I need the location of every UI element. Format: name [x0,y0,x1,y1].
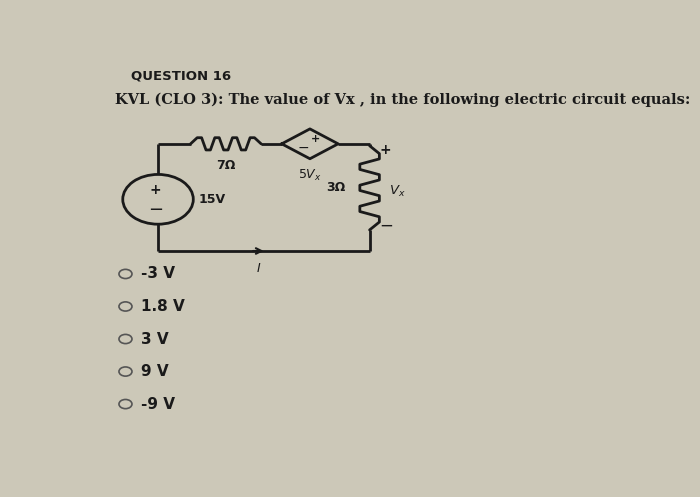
Text: −: − [148,201,163,219]
Text: 7Ω: 7Ω [216,159,235,172]
Text: $I$: $I$ [256,262,261,275]
Text: −: − [298,141,309,155]
Text: +: + [379,143,391,157]
Text: KVL (CLO 3): The value of Vx , in the following electric circuit equals:: KVL (CLO 3): The value of Vx , in the fo… [115,92,690,106]
Text: 15V: 15V [199,193,226,206]
Text: 3Ω: 3Ω [326,181,345,194]
Text: $V_x$: $V_x$ [389,184,405,199]
Text: 9 V: 9 V [141,364,168,379]
Text: 1.8 V: 1.8 V [141,299,184,314]
Polygon shape [281,129,338,159]
Text: 3 V: 3 V [141,331,168,346]
Text: −: − [379,217,393,235]
Text: QUESTION 16: QUESTION 16 [131,69,231,82]
Text: +: + [311,134,320,144]
Text: $5V_x$: $5V_x$ [298,168,322,183]
Text: +: + [150,183,161,197]
Text: -9 V: -9 V [141,397,175,412]
Text: -3 V: -3 V [141,266,175,281]
